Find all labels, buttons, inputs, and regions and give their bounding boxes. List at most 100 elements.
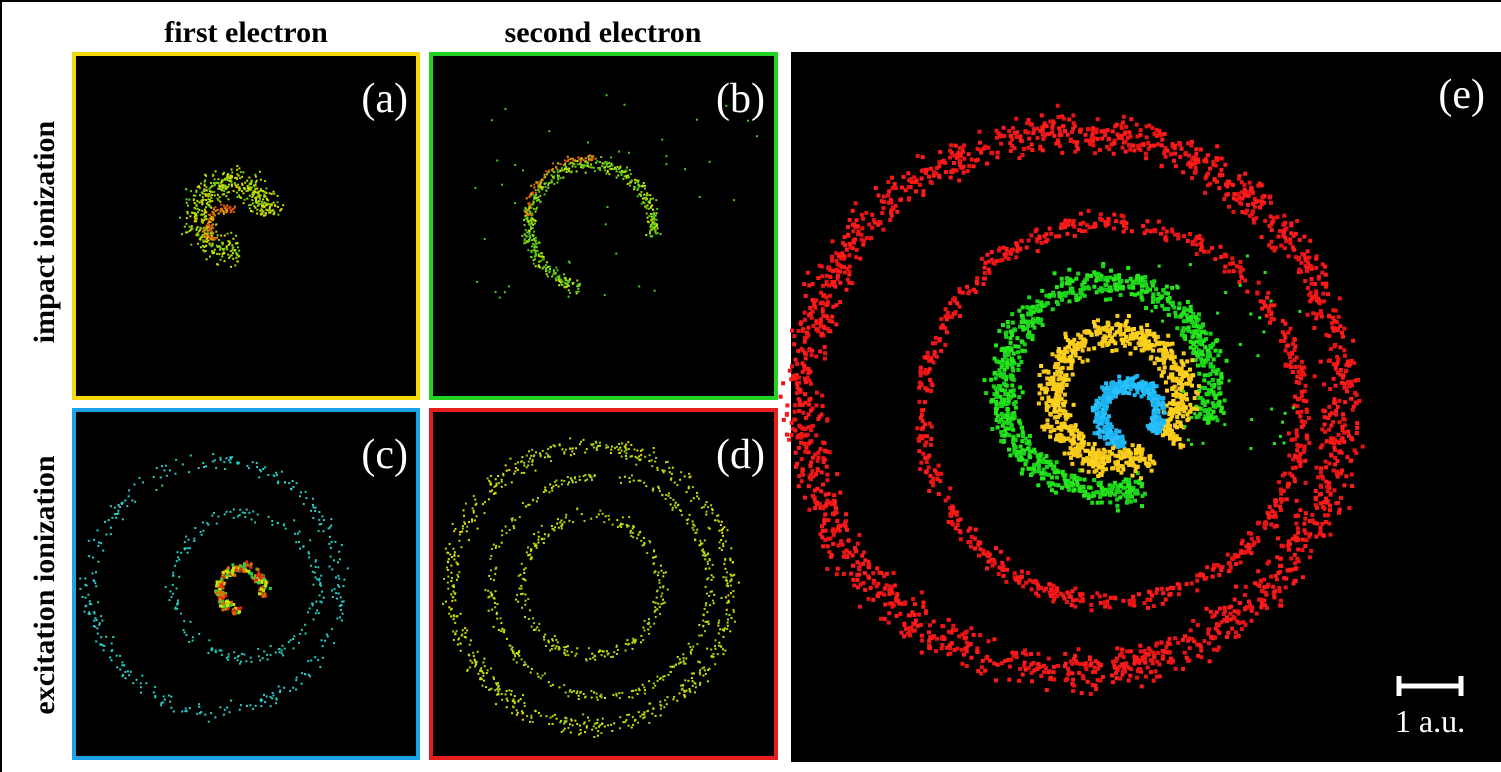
dot <box>505 532 508 535</box>
dot <box>1309 276 1314 281</box>
dot <box>1327 521 1332 526</box>
dot <box>655 199 658 202</box>
dot <box>625 177 628 180</box>
dot <box>821 283 825 288</box>
dot <box>211 460 214 463</box>
dot <box>827 293 832 298</box>
dot <box>202 249 205 252</box>
dot <box>689 690 692 693</box>
dot <box>512 698 515 701</box>
dot <box>1155 650 1160 655</box>
dot <box>693 524 696 527</box>
dot <box>456 643 459 646</box>
dot <box>835 273 840 278</box>
dot <box>1007 677 1012 682</box>
dot <box>299 495 301 498</box>
dot <box>269 653 272 656</box>
dot <box>548 130 551 133</box>
dot <box>706 592 708 595</box>
dot <box>1134 659 1139 664</box>
dot <box>243 188 246 191</box>
dot <box>557 648 560 651</box>
dot <box>662 469 664 472</box>
dot <box>228 572 232 576</box>
dot <box>576 507 579 510</box>
dot <box>1119 133 1124 138</box>
dot <box>682 689 685 692</box>
dot <box>264 204 267 207</box>
dot <box>873 220 877 225</box>
dot <box>1073 149 1078 154</box>
dot <box>309 539 312 542</box>
dot <box>621 442 624 445</box>
dot <box>1314 465 1319 470</box>
dot <box>557 485 560 488</box>
dot <box>576 690 579 693</box>
dot <box>534 628 537 631</box>
dot <box>831 532 836 537</box>
dot <box>523 219 525 222</box>
dot <box>631 474 633 477</box>
dot <box>223 605 227 609</box>
dot <box>615 168 618 171</box>
dot <box>641 683 644 686</box>
dot <box>236 183 239 186</box>
dot <box>324 639 327 642</box>
dot <box>718 520 721 523</box>
dot <box>615 692 618 695</box>
dot <box>977 140 982 145</box>
dot <box>545 270 548 273</box>
dot <box>596 698 599 701</box>
dot <box>586 161 589 164</box>
dot <box>273 192 276 195</box>
dot <box>1263 218 1268 223</box>
dot <box>336 617 339 620</box>
dot <box>229 176 232 179</box>
dot <box>209 238 212 241</box>
dot <box>824 303 829 308</box>
dot <box>119 668 122 671</box>
dot <box>239 177 242 180</box>
dot <box>249 186 252 189</box>
dot <box>523 239 526 242</box>
dot <box>611 523 614 526</box>
dot <box>887 591 892 596</box>
dot <box>1015 130 1020 135</box>
dot <box>1010 144 1015 148</box>
dot <box>1065 132 1070 137</box>
dot <box>1044 688 1049 692</box>
dot <box>219 203 222 206</box>
dot <box>237 246 239 249</box>
dot <box>995 150 1000 155</box>
dot <box>530 716 533 719</box>
dot <box>1040 148 1045 153</box>
dot <box>246 179 249 182</box>
dot <box>1324 500 1329 505</box>
dot <box>544 182 547 185</box>
dot <box>509 644 512 647</box>
dot <box>238 662 241 665</box>
dot <box>265 191 268 194</box>
dot <box>216 193 219 196</box>
dot <box>1159 164 1164 169</box>
dot <box>520 584 523 587</box>
dot <box>725 584 728 587</box>
dot <box>994 128 999 133</box>
dot <box>527 546 529 549</box>
dot <box>1056 141 1061 145</box>
dot <box>631 531 634 534</box>
dot <box>564 281 567 284</box>
dot <box>552 528 555 531</box>
dot <box>704 554 706 557</box>
dot <box>711 599 714 602</box>
dot <box>239 508 242 511</box>
dot <box>645 197 648 200</box>
dot <box>1090 139 1095 144</box>
dot <box>689 651 692 653</box>
dot <box>654 616 657 618</box>
dot <box>910 610 915 615</box>
dot <box>275 697 278 700</box>
dot <box>797 423 802 428</box>
dot <box>1288 237 1293 242</box>
dot <box>218 590 222 594</box>
